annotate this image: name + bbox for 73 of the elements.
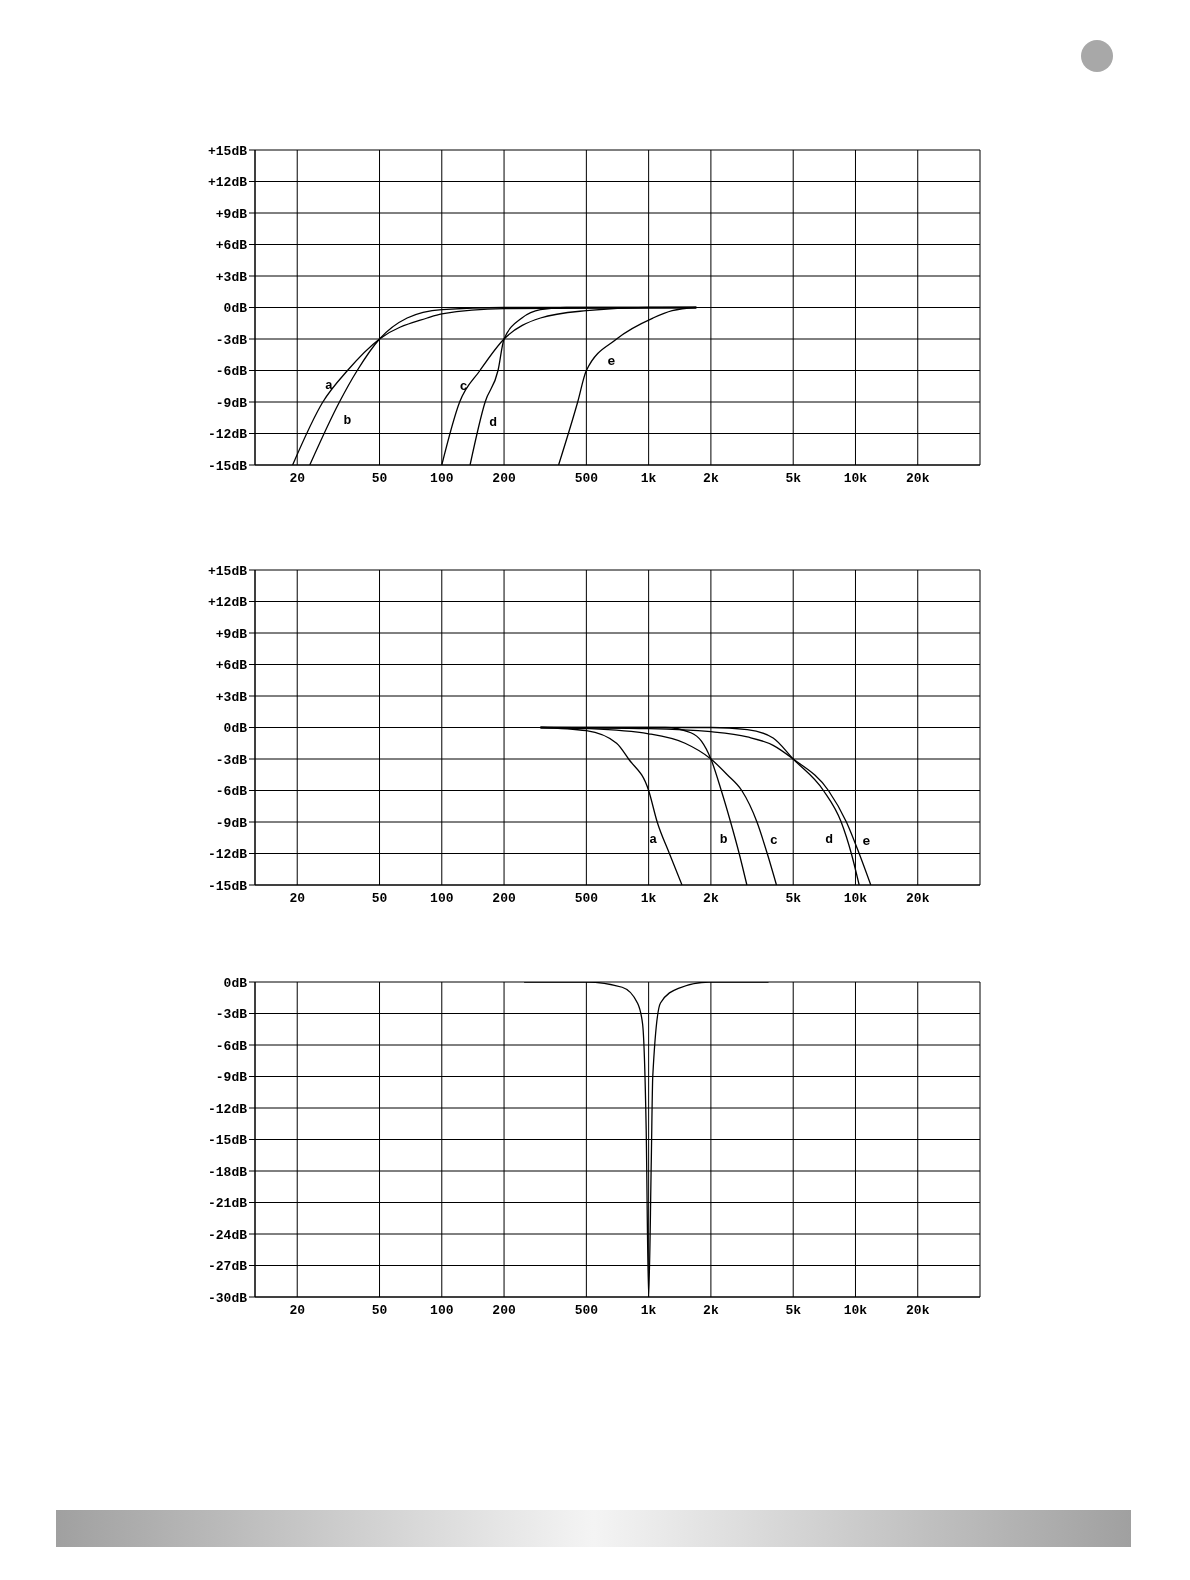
x-tick-label: 500 xyxy=(574,471,599,487)
x-tick-label: 5k xyxy=(785,891,802,907)
x-tick-label: 20 xyxy=(289,471,306,487)
y-tick-label: -18dB xyxy=(207,1164,248,1180)
x-tick-label: 5k xyxy=(785,471,802,487)
x-tick-label: 2k xyxy=(703,891,719,907)
y-tick-label: 0dB xyxy=(223,301,248,317)
x-tick-label: 10k xyxy=(843,471,868,487)
x-tick-label: 1k xyxy=(640,891,657,907)
y-tick-label: +6dB xyxy=(215,658,248,674)
y-tick-label: +15dB xyxy=(207,143,248,159)
x-tick-label: 100 xyxy=(430,471,454,487)
series-label: b xyxy=(343,413,352,429)
x-tick-label: 5k xyxy=(785,1303,802,1319)
x-tick-label: 20 xyxy=(289,1303,306,1319)
x-tick-label: 50 xyxy=(371,1303,388,1319)
y-tick-label: -15dB xyxy=(207,458,248,474)
y-tick-label: -15dB xyxy=(207,878,248,894)
series-label: c xyxy=(459,379,468,395)
y-tick-label: -9dB xyxy=(215,815,248,831)
y-tick-label: -15dB xyxy=(207,1133,248,1149)
x-tick-label: 200 xyxy=(492,1303,516,1319)
x-tick-label: 20k xyxy=(906,471,930,487)
y-tick-label: +12dB xyxy=(207,595,248,611)
series-label: b xyxy=(719,832,728,848)
y-tick-label: -3dB xyxy=(215,752,248,768)
series-label: e xyxy=(862,834,871,850)
x-tick-label: 1k xyxy=(640,471,657,487)
y-tick-label: -6dB xyxy=(215,784,248,800)
y-tick-label: +6dB xyxy=(215,238,248,254)
series-label: d xyxy=(825,832,834,848)
y-tick-label: -3dB xyxy=(215,1007,248,1023)
x-tick-label: 2k xyxy=(703,1303,719,1319)
series-label: d xyxy=(489,415,498,431)
x-tick-label: 500 xyxy=(574,891,599,907)
y-tick-label: -12dB xyxy=(207,427,248,443)
x-tick-label: 20 xyxy=(289,891,306,907)
x-tick-label: 100 xyxy=(430,1303,454,1319)
x-tick-label: 500 xyxy=(574,1303,599,1319)
y-tick-label: +3dB xyxy=(215,269,248,285)
y-tick-label: -21dB xyxy=(207,1196,248,1212)
x-tick-label: 1k xyxy=(640,1303,657,1319)
y-tick-label: 0dB xyxy=(223,721,248,737)
x-tick-label: 10k xyxy=(843,1303,868,1319)
series-label: e xyxy=(607,353,616,369)
y-tick-label: +15dB xyxy=(207,563,248,579)
x-tick-label: 2k xyxy=(703,471,719,487)
y-tick-label: +3dB xyxy=(215,689,248,705)
x-tick-label: 200 xyxy=(492,891,516,907)
x-tick-label: 50 xyxy=(371,891,388,907)
y-tick-label: +12dB xyxy=(207,175,248,191)
y-tick-label: -9dB xyxy=(215,1070,248,1086)
y-tick-label: +9dB xyxy=(215,206,248,222)
y-tick-label: -30dB xyxy=(207,1290,248,1306)
x-tick-label: 20k xyxy=(906,1303,930,1319)
x-tick-label: 20k xyxy=(906,891,930,907)
y-tick-label: -9dB xyxy=(215,395,248,411)
y-tick-label: 0dB xyxy=(223,975,248,991)
y-tick-label: -12dB xyxy=(207,847,248,863)
x-tick-label: 50 xyxy=(371,471,388,487)
x-tick-label: 10k xyxy=(843,891,868,907)
y-tick-label: -3dB xyxy=(215,332,248,348)
y-tick-label: -12dB xyxy=(207,1101,248,1117)
x-tick-label: 100 xyxy=(430,891,454,907)
series-label: a xyxy=(649,832,658,848)
y-tick-label: -27dB xyxy=(207,1259,248,1275)
x-tick-label: 200 xyxy=(492,471,516,487)
y-tick-label: +9dB xyxy=(215,626,248,642)
y-tick-label: -24dB xyxy=(207,1227,248,1243)
series-label: c xyxy=(770,833,779,849)
series-label: a xyxy=(324,378,333,394)
y-tick-label: -6dB xyxy=(215,364,248,380)
y-tick-label: -6dB xyxy=(215,1038,248,1054)
